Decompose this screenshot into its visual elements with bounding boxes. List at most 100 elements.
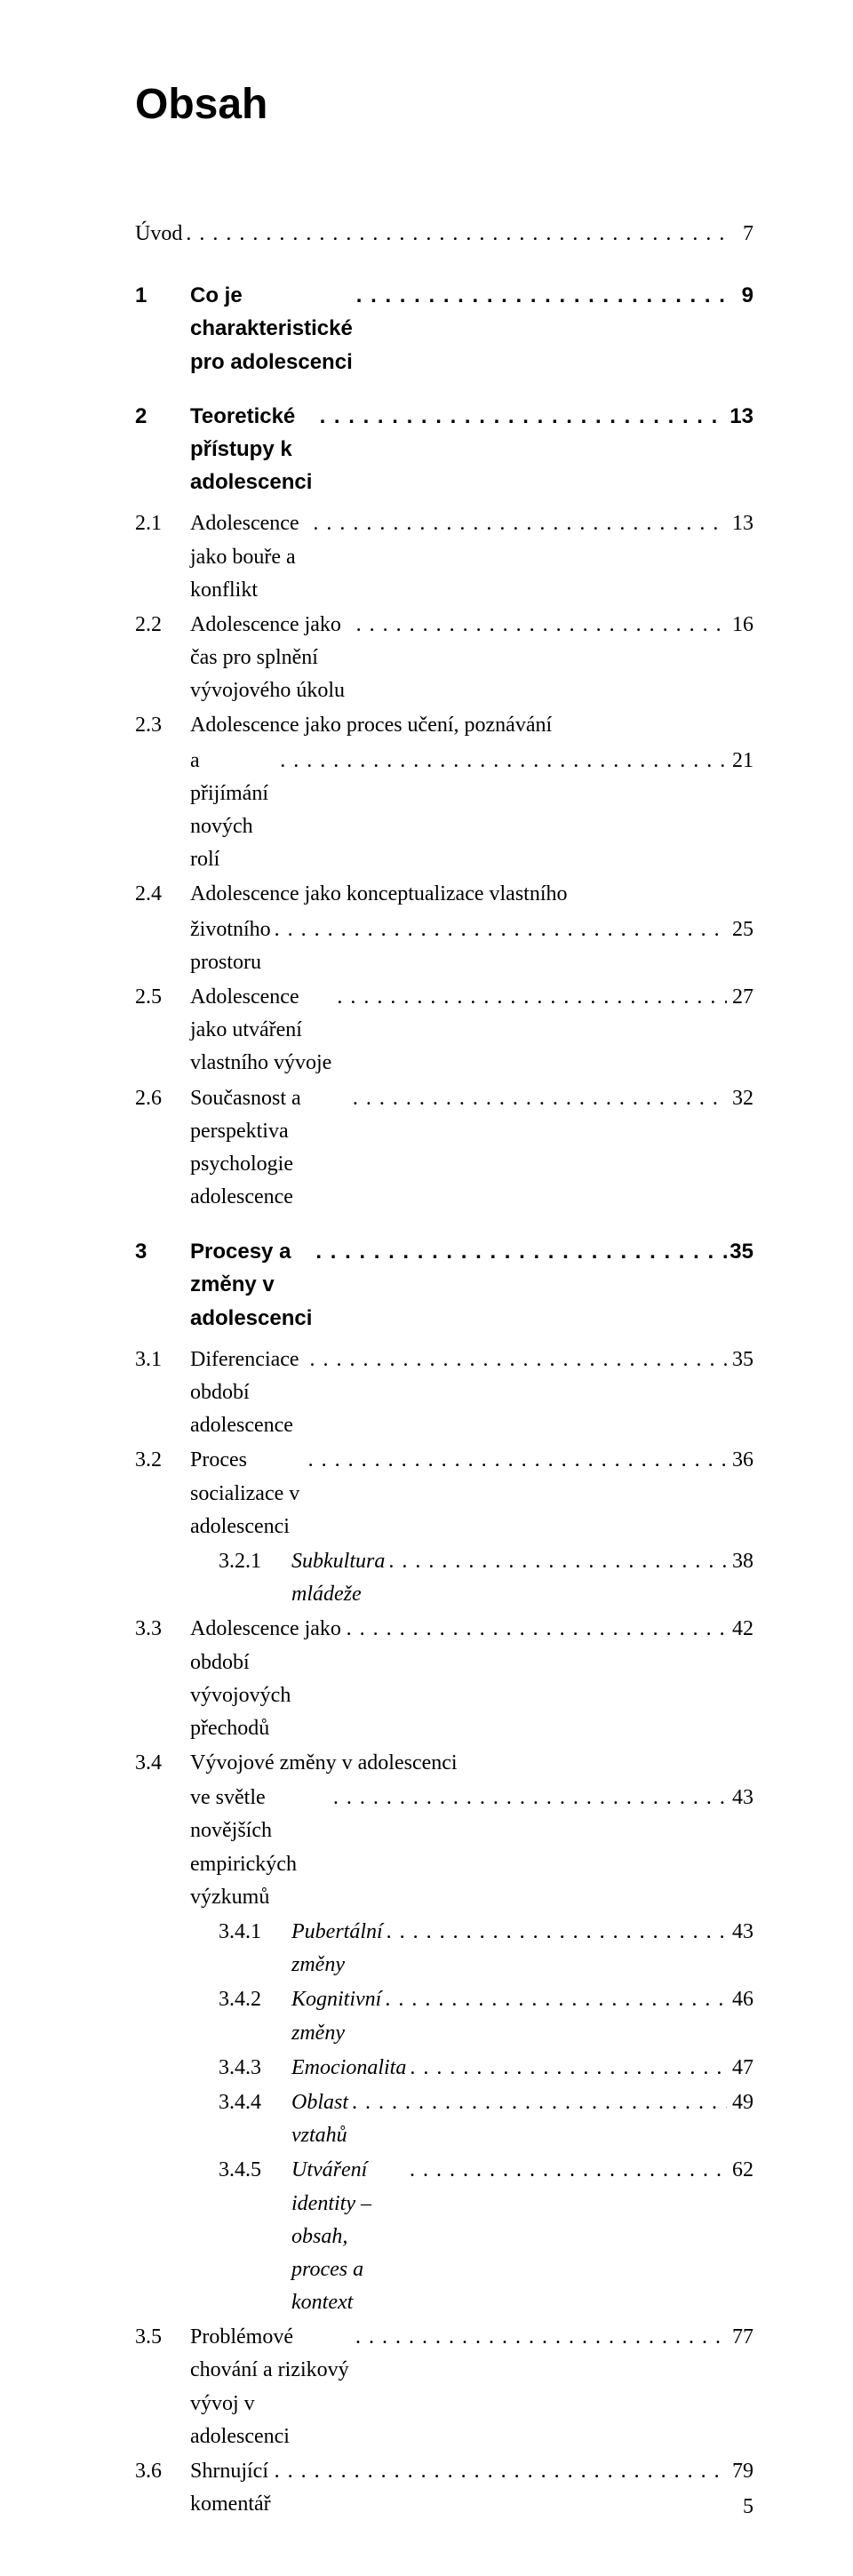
toc-entry-number: 3.6 (135, 2455, 190, 2488)
toc-entry-number: 2.6 (135, 1082, 190, 1115)
toc-entry-page: 27 (727, 981, 753, 1014)
page: Obsah Úvod71Co je charakteristické pro a… (0, 0, 853, 2576)
toc-row: 3.4.4Oblast vztahů 49 (135, 2086, 753, 2152)
toc-entry-number: 2.2 (135, 609, 190, 642)
toc-dot-leader (353, 609, 727, 642)
toc-dot-leader (349, 1082, 727, 1115)
toc-entry-page: 77 (727, 2321, 753, 2354)
toc-entry-label: Diferenciace období adolescence (190, 1344, 307, 1443)
toc-entry-number: 3.4.3 (135, 2052, 291, 2085)
toc-row-continuation: ve světle novějších empirických výzkumů 4… (135, 1782, 753, 1914)
toc-dot-leader (348, 2086, 727, 2119)
toc-row: 3.4.1Pubertální změny 43 (135, 1916, 753, 1982)
toc-entry-label: Adolescence jako čas pro splnění vývojov… (190, 609, 353, 708)
toc-spacer (135, 1336, 753, 1344)
toc-row: 3.4.5Utváření identity – obsah, proces a… (135, 2154, 753, 2319)
toc-entry-page: 47 (727, 2052, 753, 2085)
toc-entry-label: Procesy a změny v adolescenci (190, 1235, 312, 1335)
toc-entry-page: 32 (727, 1082, 753, 1115)
toc-entry-page: 42 (727, 1613, 753, 1646)
toc-row: 2.2Adolescence jako čas pro splnění vývo… (135, 609, 753, 708)
toc-entry-page: 35 (727, 1235, 753, 1268)
toc-row: 2.5Adolescence jako utváření vlastního v… (135, 981, 753, 1081)
toc-entry-label: Proces socializace v adolescenci (190, 1444, 305, 1543)
toc-entry-label: Vývojové změny v adolescenci (190, 1747, 458, 1780)
toc-entry-label: Co je charakteristické pro adolescenci (190, 279, 353, 379)
toc-dot-leader (333, 981, 727, 1014)
toc-row: 3Procesy a změny v adolescenci 35 (135, 1235, 753, 1335)
toc-entry-page: 35 (727, 1344, 753, 1376)
toc-dot-leader (406, 2154, 727, 2187)
toc-entry-page: 36 (727, 1444, 753, 1477)
toc-entry-label: Emocionalita (291, 2052, 406, 2085)
toc-dot-leader (182, 218, 727, 251)
toc-row: 3.2.1Subkultura mládeže38 (135, 1545, 753, 1611)
toc-dot-leader (381, 1983, 727, 2016)
toc-dot-leader (316, 400, 727, 433)
toc-entry-label: Shrnující komentář (190, 2455, 271, 2521)
toc-entry-page: 49 (727, 2086, 753, 2119)
toc-entry-number: 2 (135, 400, 190, 433)
toc-entry-label: Oblast vztahů (291, 2086, 348, 2152)
toc-entry-number: 3.4.4 (135, 2086, 291, 2119)
toc-entry-number: 2.1 (135, 507, 190, 540)
table-of-contents: Úvod71Co je charakteristické pro adolesc… (135, 218, 753, 2521)
toc-row: 1Co je charakteristické pro adolescenci9 (135, 279, 753, 379)
toc-spacer (135, 252, 753, 279)
toc-dot-leader (305, 1444, 727, 1477)
toc-dot-leader (271, 2455, 727, 2488)
toc-dot-leader (352, 2321, 727, 2354)
toc-entry-page: 62 (727, 2154, 753, 2187)
toc-entry-number: 2.5 (135, 981, 190, 1014)
toc-entry-page: 43 (727, 1916, 753, 1949)
toc-entry-page: 43 (727, 1782, 753, 1814)
toc-entry-page: 79 (727, 2455, 753, 2488)
toc-entry-number: 3.4.2 (135, 1983, 291, 2016)
toc-row: 3.4.3Emocionalita 47 (135, 2052, 753, 2085)
toc-dot-leader (276, 745, 727, 778)
toc-row: 3.2Proces socializace v adolescenci36 (135, 1444, 753, 1543)
toc-entry-label: Problémové chování a rizikový vývoj v ad… (190, 2321, 352, 2453)
toc-entry-page: 9 (727, 279, 753, 312)
toc-entry-page: 21 (727, 745, 753, 778)
toc-entry-page: 25 (727, 913, 753, 946)
toc-entry-label: Současnost a perspektiva psychologie ado… (190, 1082, 349, 1215)
toc-entry-number: 3.4 (135, 1747, 190, 1780)
toc-entry-label: Adolescence jako bouře a konflikt (190, 507, 309, 607)
toc-dot-leader (343, 1613, 727, 1646)
toc-dot-leader (385, 1545, 727, 1578)
toc-row-continuation: a přijímání nových rolí 21 (135, 745, 753, 877)
toc-entry-label: a přijímání nových rolí (190, 745, 276, 877)
toc-entry-label: Pubertální změny (291, 1916, 383, 1982)
toc-entry-number: 3.4.1 (135, 1916, 291, 1949)
toc-entry-number: 3.1 (135, 1344, 190, 1376)
toc-row: 3.3Adolescence jako období vývojových př… (135, 1613, 753, 1745)
toc-entry-label: Teoretické přístupy k adolescenci (190, 400, 316, 499)
toc-row: Úvod7 (135, 218, 753, 251)
toc-row: 2.3Adolescence jako proces učení, poznáv… (135, 709, 753, 742)
toc-dot-leader (330, 1782, 727, 1814)
toc-row: 3.1Diferenciace období adolescence 35 (135, 1344, 753, 1443)
toc-row: 2.4Adolescence jako konceptualizace vlas… (135, 878, 753, 911)
toc-entry-page: 13 (727, 400, 753, 433)
toc-spacer (135, 380, 753, 400)
toc-row: 3.4Vývojové změny v adolescenci (135, 1747, 753, 1780)
toc-entry-number: 2.4 (135, 878, 190, 911)
toc-entry-label: Adolescence jako období vývojových přech… (190, 1613, 343, 1745)
toc-entry-label: Úvod (135, 218, 182, 251)
toc-entry-label: Utváření identity – obsah, proces a kont… (291, 2154, 406, 2319)
toc-dot-leader (312, 1235, 727, 1268)
page-title: Obsah (135, 80, 753, 129)
toc-entry-page: 46 (727, 1983, 753, 2016)
toc-entry-label: Subkultura mládeže (291, 1545, 385, 1611)
toc-entry-label: ve světle novějších empirických výzkumů (190, 1782, 330, 1914)
toc-entry-page: 38 (727, 1545, 753, 1578)
toc-dot-leader (307, 1344, 727, 1376)
toc-entry-label: Adolescence jako utváření vlastního vývo… (190, 981, 333, 1081)
toc-entry-number: 3 (135, 1235, 190, 1268)
toc-dot-leader (309, 507, 727, 540)
toc-entry-number: 3.5 (135, 2321, 190, 2354)
toc-spacer (135, 1216, 753, 1235)
toc-entry-number: 3.4.5 (135, 2154, 291, 2187)
toc-entry-page: 13 (727, 507, 753, 540)
